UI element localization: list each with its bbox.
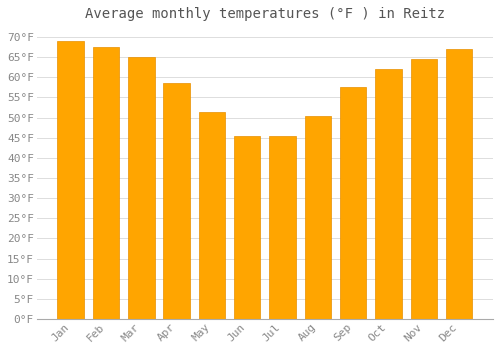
- Bar: [410, 59, 437, 319]
- Bar: [164, 83, 190, 319]
- Bar: [304, 116, 331, 319]
- Bar: [93, 47, 120, 319]
- Bar: [270, 136, 296, 319]
- Bar: [198, 112, 225, 319]
- Bar: [446, 49, 472, 319]
- Bar: [58, 41, 84, 319]
- Bar: [128, 57, 154, 319]
- Bar: [375, 69, 402, 319]
- Title: Average monthly temperatures (°F ) in Reitz: Average monthly temperatures (°F ) in Re…: [85, 7, 445, 21]
- Bar: [340, 88, 366, 319]
- Bar: [234, 136, 260, 319]
